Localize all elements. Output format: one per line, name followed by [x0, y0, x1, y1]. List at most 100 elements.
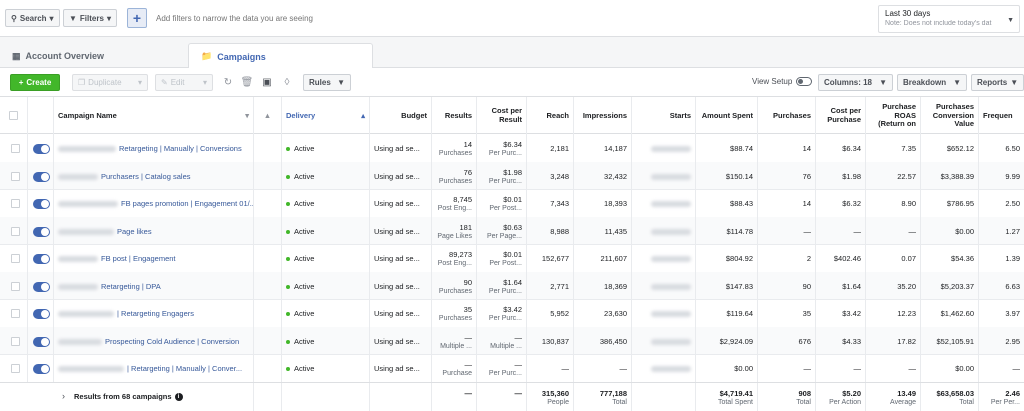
campaign-toggle[interactable] — [33, 309, 50, 319]
table-row[interactable]: Purchasers | Catalog sales Active Using ad… — [0, 161, 1024, 190]
row-checkbox[interactable] — [11, 309, 20, 318]
campaign-name-link[interactable]: | Retargeting Engagers — [117, 309, 194, 318]
campaign-name-link[interactable]: Retargeting | DPA — [101, 281, 161, 291]
header-purchase-roas[interactable]: Purchase ROAS (Return on — [866, 97, 921, 135]
header-campaign-name[interactable]: Campaign Name ▾ — [54, 97, 254, 135]
add-filter-button[interactable]: + — [127, 8, 147, 28]
select-all-checkbox[interactable] — [9, 111, 18, 120]
filter-bar: ⚲ Search ▾ ▼ Filters ▾ + Last 30 days No… — [0, 0, 1024, 37]
table-row[interactable]: Retargeting | DPA Active Using ad se... 90 P… — [0, 271, 1024, 300]
edit-button[interactable]: ✎ Edit ▾ — [155, 74, 213, 91]
header-impressions[interactable]: Impressions — [574, 97, 632, 135]
impressions-cell: 18,393 — [574, 189, 632, 218]
campaign-name-cell[interactable]: Purchasers | Catalog sales — [54, 161, 254, 190]
reports-button[interactable]: Reports ▼ — [971, 74, 1024, 91]
caret-down-icon: ▼ — [1010, 78, 1019, 87]
campaign-toggle[interactable] — [33, 364, 50, 374]
starts-cell — [632, 326, 696, 355]
duplicate-button[interactable]: ❐ Duplicate ▾ — [72, 74, 148, 91]
row-checkbox[interactable] — [11, 199, 20, 208]
amount-spent-cell: $0.00 — [696, 354, 758, 383]
redacted-text — [651, 311, 691, 318]
purchases-cell: 676 — [758, 326, 816, 355]
campaign-name-link[interactable]: Prospecting Cold Audience | Conversion — [105, 336, 240, 346]
refresh-icon[interactable]: ↻ — [223, 76, 233, 88]
tag-icon[interactable]: ◊ — [284, 76, 290, 88]
table-row[interactable]: FB pages promotion | Engagement 01/... Ac… — [0, 189, 1024, 218]
header-frequency[interactable]: Frequen — [983, 110, 1013, 120]
campaign-name-link[interactable]: FB post | Engagement — [101, 254, 176, 263]
starts-cell — [632, 134, 696, 163]
table-row[interactable]: Prospecting Cold Audience | Conversion Ac… — [0, 326, 1024, 355]
info-icon[interactable]: i — [174, 393, 183, 402]
row-checkbox[interactable] — [11, 144, 20, 153]
table-row[interactable]: Retargeting | Manually | Conversions Acti… — [0, 134, 1024, 163]
row-checkbox[interactable] — [11, 171, 20, 181]
search-button[interactable]: ⚲ Search ▾ — [5, 9, 60, 27]
filter-icon: ▼ — [69, 13, 77, 23]
campaign-name-cell[interactable]: FB post | Engagement — [54, 244, 254, 273]
frequency-cell: 9.99 — [1005, 171, 1020, 181]
campaign-name-cell[interactable]: Page likes — [54, 216, 254, 245]
filter-input[interactable] — [156, 11, 846, 25]
header-cost-per-purchase[interactable]: Cost per Purchase — [816, 97, 866, 135]
header-purchases-conversion-value[interactable]: Purchases Conversion Value — [921, 97, 979, 135]
rules-button[interactable]: Rules ▼ — [303, 74, 351, 91]
campaign-name-cell[interactable]: Prospecting Cold Audience | Conversion — [54, 326, 254, 355]
campaign-toggle[interactable] — [33, 281, 50, 292]
row-checkbox[interactable] — [11, 336, 20, 346]
results-cell: 76 Purchases — [432, 161, 477, 190]
header-delivery[interactable]: Delivery ▴ — [282, 97, 370, 135]
header-purchases[interactable]: Purchases — [758, 97, 816, 135]
table-footer: › Results from 68 campaigns i — — 315,360… — [0, 382, 1024, 411]
view-setup-toggle[interactable]: View Setup — [752, 77, 813, 86]
tab-campaigns[interactable]: 📁 Campaigns — [188, 43, 373, 69]
table-row[interactable]: FB post | Engagement Active Using ad se...… — [0, 244, 1024, 273]
row-checkbox[interactable] — [11, 281, 20, 291]
chevron-right-icon[interactable]: › — [62, 391, 65, 401]
campaign-name-cell[interactable]: | Retargeting | Manually | Conver... — [54, 354, 254, 383]
campaign-toggle[interactable] — [33, 171, 50, 182]
campaign-name-link[interactable]: FB pages promotion | Engagement 01/... — [121, 199, 254, 208]
header-starts[interactable]: Starts — [632, 97, 696, 135]
campaign-toggle[interactable] — [33, 336, 50, 347]
header-budget[interactable]: Budget — [370, 97, 432, 135]
row-checkbox[interactable] — [11, 364, 20, 373]
date-range-picker[interactable]: Last 30 days Note: Does not include toda… — [878, 5, 1020, 33]
header-amount-spent[interactable]: Amount Spent — [696, 97, 758, 135]
impressions-cell: 11,435 — [574, 216, 632, 245]
campaign-name-cell[interactable]: Retargeting | Manually | Conversions — [54, 134, 254, 163]
campaign-name-cell[interactable]: | Retargeting Engagers — [54, 299, 254, 328]
header-cost-per-result[interactable]: Cost per Result — [477, 97, 527, 135]
campaign-name-link[interactable]: Page likes — [117, 226, 152, 236]
campaign-name-cell[interactable]: FB pages promotion | Engagement 01/... — [54, 189, 254, 218]
columns-button[interactable]: Columns: 18 ▼ — [818, 74, 893, 91]
header-results[interactable]: Results — [432, 97, 477, 135]
table-row[interactable]: Page likes Active Using ad se... 181 Page Li… — [0, 216, 1024, 245]
table-row[interactable]: | Retargeting | Manually | Conver... Acti… — [0, 354, 1024, 383]
campaign-name-link[interactable]: | Retargeting | Manually | Conver... — [127, 364, 243, 373]
row-checkbox[interactable] — [11, 254, 20, 263]
create-button[interactable]: + Create — [10, 74, 60, 91]
campaign-toggle[interactable] — [33, 199, 50, 209]
cost-per-purchase-cell: $6.34 — [816, 134, 866, 163]
campaign-toggle[interactable] — [33, 144, 50, 154]
header-reach[interactable]: Reach — [527, 97, 574, 135]
results-cell: 181 Page Likes — [432, 216, 477, 245]
campaign-name-link[interactable]: Purchasers | Catalog sales — [101, 171, 191, 181]
footer-cpr: — — [477, 383, 527, 411]
campaign-name-link[interactable]: Retargeting | Manually | Conversions — [119, 144, 242, 153]
starts-cell — [632, 189, 696, 218]
preview-icon[interactable]: ▣ — [262, 76, 272, 88]
campaign-toggle[interactable] — [33, 226, 50, 237]
table-row[interactable]: | Retargeting Engagers Active Using ad se.… — [0, 299, 1024, 328]
filters-button[interactable]: ▼ Filters ▾ — [63, 9, 117, 27]
campaign-toggle[interactable] — [33, 254, 50, 264]
tab-account-overview[interactable]: ▦ Account Overview — [12, 50, 105, 62]
trash-icon[interactable]: 🗑 — [240, 76, 254, 88]
row-checkbox[interactable] — [11, 226, 20, 236]
campaign-name-cell[interactable]: Retargeting | DPA — [54, 271, 254, 300]
toggle-switch[interactable] — [796, 77, 813, 86]
breakdown-button[interactable]: Breakdown ▼ — [897, 74, 967, 91]
budget-cell: Using ad se... — [370, 271, 432, 300]
